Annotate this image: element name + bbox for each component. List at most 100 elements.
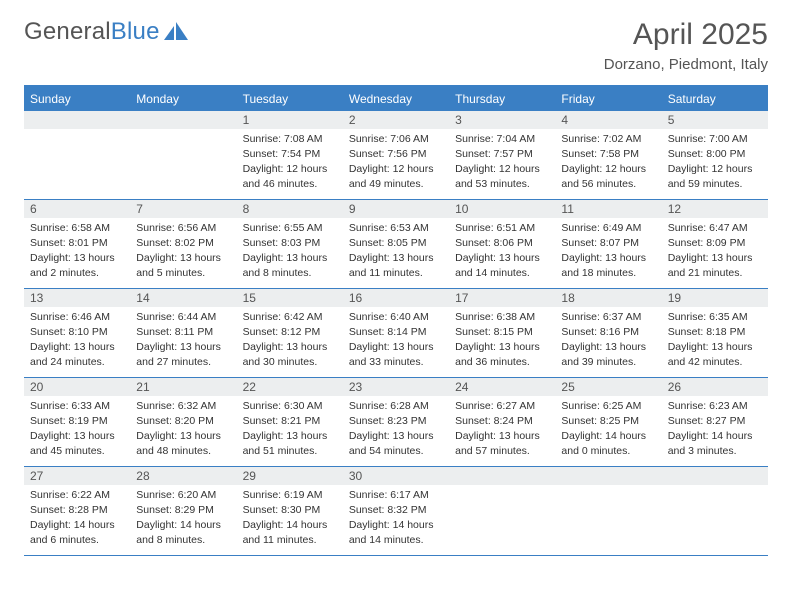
day-cell: 26Sunrise: 6:23 AMSunset: 8:27 PMDayligh… — [662, 378, 768, 466]
sunrise-text: Sunrise: 6:27 AM — [455, 399, 549, 413]
week-row: 20Sunrise: 6:33 AMSunset: 8:19 PMDayligh… — [24, 378, 768, 467]
sunset-text: Sunset: 8:19 PM — [30, 414, 124, 428]
day-cell: 5Sunrise: 7:00 AMSunset: 8:00 PMDaylight… — [662, 111, 768, 199]
day-body: Sunrise: 6:19 AMSunset: 8:30 PMDaylight:… — [237, 485, 343, 554]
daylight-text: Daylight: 13 hours and 39 minutes. — [561, 340, 655, 368]
day-cell: 4Sunrise: 7:02 AMSunset: 7:58 PMDaylight… — [555, 111, 661, 199]
sunrise-text: Sunrise: 6:32 AM — [136, 399, 230, 413]
day-number: 19 — [662, 289, 768, 307]
brand-general: General — [24, 18, 111, 45]
day-body: Sunrise: 6:53 AMSunset: 8:05 PMDaylight:… — [343, 218, 449, 287]
day-body: Sunrise: 6:35 AMSunset: 8:18 PMDaylight:… — [662, 307, 768, 376]
sunrise-text: Sunrise: 6:28 AM — [349, 399, 443, 413]
day-number — [555, 467, 661, 485]
day-cell — [24, 111, 130, 199]
day-cell: 17Sunrise: 6:38 AMSunset: 8:15 PMDayligh… — [449, 289, 555, 377]
title-block: April 2025 Dorzano, Piedmont, Italy — [604, 18, 768, 73]
day-cell: 15Sunrise: 6:42 AMSunset: 8:12 PMDayligh… — [237, 289, 343, 377]
day-cell: 30Sunrise: 6:17 AMSunset: 8:32 PMDayligh… — [343, 467, 449, 555]
day-body: Sunrise: 7:06 AMSunset: 7:56 PMDaylight:… — [343, 129, 449, 198]
sunrise-text: Sunrise: 6:49 AM — [561, 221, 655, 235]
sunset-text: Sunset: 8:03 PM — [243, 236, 337, 250]
day-body: Sunrise: 6:58 AMSunset: 8:01 PMDaylight:… — [24, 218, 130, 287]
calendar: Sunday Monday Tuesday Wednesday Thursday… — [24, 85, 768, 556]
day-number: 9 — [343, 200, 449, 218]
sunset-text: Sunset: 8:30 PM — [243, 503, 337, 517]
sunrise-text: Sunrise: 6:37 AM — [561, 310, 655, 324]
day-number: 25 — [555, 378, 661, 396]
daylight-text: Daylight: 13 hours and 33 minutes. — [349, 340, 443, 368]
daylight-text: Daylight: 13 hours and 42 minutes. — [668, 340, 762, 368]
day-cell: 7Sunrise: 6:56 AMSunset: 8:02 PMDaylight… — [130, 200, 236, 288]
day-number: 11 — [555, 200, 661, 218]
daylight-text: Daylight: 12 hours and 59 minutes. — [668, 162, 762, 190]
day-body: Sunrise: 7:02 AMSunset: 7:58 PMDaylight:… — [555, 129, 661, 198]
daylight-text: Daylight: 13 hours and 30 minutes. — [243, 340, 337, 368]
daylight-text: Daylight: 12 hours and 46 minutes. — [243, 162, 337, 190]
day-number: 3 — [449, 111, 555, 129]
sunset-text: Sunset: 8:21 PM — [243, 414, 337, 428]
day-body: Sunrise: 6:33 AMSunset: 8:19 PMDaylight:… — [24, 396, 130, 465]
sunrise-text: Sunrise: 6:47 AM — [668, 221, 762, 235]
sunrise-text: Sunrise: 6:23 AM — [668, 399, 762, 413]
sunrise-text: Sunrise: 7:00 AM — [668, 132, 762, 146]
day-body: Sunrise: 6:37 AMSunset: 8:16 PMDaylight:… — [555, 307, 661, 376]
daylight-text: Daylight: 13 hours and 57 minutes. — [455, 429, 549, 457]
sunrise-text: Sunrise: 7:06 AM — [349, 132, 443, 146]
daylight-text: Daylight: 14 hours and 3 minutes. — [668, 429, 762, 457]
day-number: 7 — [130, 200, 236, 218]
sunset-text: Sunset: 8:25 PM — [561, 414, 655, 428]
daylight-text: Daylight: 13 hours and 8 minutes. — [243, 251, 337, 279]
sunset-text: Sunset: 8:12 PM — [243, 325, 337, 339]
daylight-text: Daylight: 13 hours and 11 minutes. — [349, 251, 443, 279]
day-number: 2 — [343, 111, 449, 129]
header: GeneralBlue April 2025 Dorzano, Piedmont… — [24, 18, 768, 73]
page: GeneralBlue April 2025 Dorzano, Piedmont… — [0, 0, 792, 556]
day-cell — [555, 467, 661, 555]
daylight-text: Daylight: 14 hours and 8 minutes. — [136, 518, 230, 546]
day-body: Sunrise: 6:55 AMSunset: 8:03 PMDaylight:… — [237, 218, 343, 287]
sunset-text: Sunset: 8:10 PM — [30, 325, 124, 339]
day-cell: 20Sunrise: 6:33 AMSunset: 8:19 PMDayligh… — [24, 378, 130, 466]
daylight-text: Daylight: 12 hours and 53 minutes. — [455, 162, 549, 190]
sunrise-text: Sunrise: 6:56 AM — [136, 221, 230, 235]
sunset-text: Sunset: 8:32 PM — [349, 503, 443, 517]
sunset-text: Sunset: 8:24 PM — [455, 414, 549, 428]
daylight-text: Daylight: 12 hours and 56 minutes. — [561, 162, 655, 190]
daylight-text: Daylight: 14 hours and 11 minutes. — [243, 518, 337, 546]
daylight-text: Daylight: 13 hours and 48 minutes. — [136, 429, 230, 457]
day-cell: 19Sunrise: 6:35 AMSunset: 8:18 PMDayligh… — [662, 289, 768, 377]
day-number — [24, 111, 130, 129]
sunset-text: Sunset: 8:20 PM — [136, 414, 230, 428]
day-cell: 12Sunrise: 6:47 AMSunset: 8:09 PMDayligh… — [662, 200, 768, 288]
day-body: Sunrise: 7:04 AMSunset: 7:57 PMDaylight:… — [449, 129, 555, 198]
day-body: Sunrise: 6:28 AMSunset: 8:23 PMDaylight:… — [343, 396, 449, 465]
day-number: 27 — [24, 467, 130, 485]
day-cell — [130, 111, 236, 199]
daylight-text: Daylight: 12 hours and 49 minutes. — [349, 162, 443, 190]
day-number: 28 — [130, 467, 236, 485]
sunrise-text: Sunrise: 6:55 AM — [243, 221, 337, 235]
sunrise-text: Sunrise: 6:35 AM — [668, 310, 762, 324]
day-body: Sunrise: 6:20 AMSunset: 8:29 PMDaylight:… — [130, 485, 236, 554]
day-cell: 28Sunrise: 6:20 AMSunset: 8:29 PMDayligh… — [130, 467, 236, 555]
day-body: Sunrise: 6:17 AMSunset: 8:32 PMDaylight:… — [343, 485, 449, 554]
day-cell: 3Sunrise: 7:04 AMSunset: 7:57 PMDaylight… — [449, 111, 555, 199]
brand-logo: GeneralBlue — [24, 18, 190, 46]
daylight-text: Daylight: 13 hours and 14 minutes. — [455, 251, 549, 279]
day-number: 23 — [343, 378, 449, 396]
day-number: 12 — [662, 200, 768, 218]
day-body: Sunrise: 6:56 AMSunset: 8:02 PMDaylight:… — [130, 218, 236, 287]
day-body: Sunrise: 6:23 AMSunset: 8:27 PMDaylight:… — [662, 396, 768, 465]
day-body: Sunrise: 6:47 AMSunset: 8:09 PMDaylight:… — [662, 218, 768, 287]
day-number: 4 — [555, 111, 661, 129]
sunset-text: Sunset: 8:06 PM — [455, 236, 549, 250]
daylight-text: Daylight: 13 hours and 5 minutes. — [136, 251, 230, 279]
day-header: Thursday — [449, 87, 555, 111]
day-header: Tuesday — [237, 87, 343, 111]
day-body: Sunrise: 6:49 AMSunset: 8:07 PMDaylight:… — [555, 218, 661, 287]
day-body: Sunrise: 6:42 AMSunset: 8:12 PMDaylight:… — [237, 307, 343, 376]
day-cell: 8Sunrise: 6:55 AMSunset: 8:03 PMDaylight… — [237, 200, 343, 288]
week-row: 13Sunrise: 6:46 AMSunset: 8:10 PMDayligh… — [24, 289, 768, 378]
daylight-text: Daylight: 13 hours and 36 minutes. — [455, 340, 549, 368]
